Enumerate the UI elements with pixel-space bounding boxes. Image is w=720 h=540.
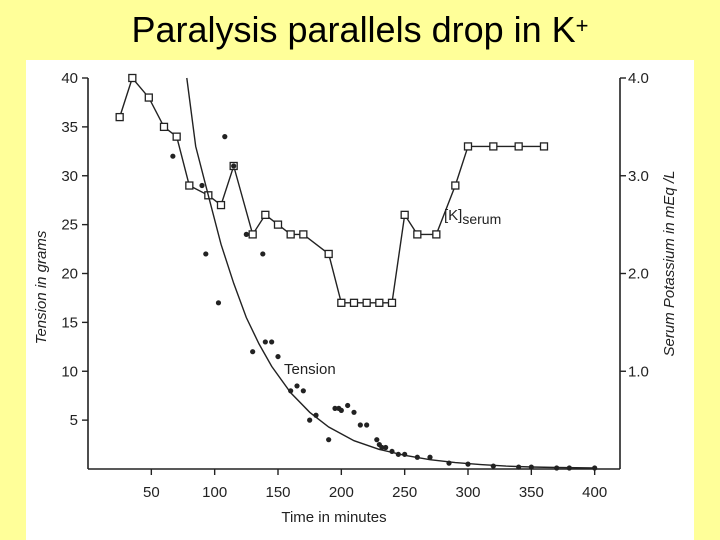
series-2 bbox=[186, 77, 595, 469]
tension-point bbox=[269, 339, 275, 345]
potassium-point bbox=[299, 230, 308, 239]
potassium-point bbox=[128, 73, 137, 83]
y-right-tick-label: 1.0 bbox=[628, 363, 649, 380]
tension-fit-curve bbox=[186, 77, 595, 469]
tension-point bbox=[170, 153, 176, 159]
y-left-tick-label: 10 bbox=[61, 363, 78, 380]
tension-point bbox=[364, 422, 370, 428]
y-axis-left-label: Tension in grams bbox=[33, 230, 50, 344]
potassium-point bbox=[144, 93, 153, 102]
y-right-tick-label: 3.0 bbox=[628, 168, 649, 185]
tension-point bbox=[222, 134, 228, 140]
tension-point bbox=[199, 182, 205, 189]
tension-point bbox=[300, 388, 306, 394]
potassium-point bbox=[248, 230, 257, 239]
slide-title-superscript: + bbox=[575, 13, 589, 38]
potassium-point bbox=[286, 230, 295, 239]
x-tick-label: 200 bbox=[329, 484, 354, 501]
tension-point bbox=[427, 454, 433, 460]
tension-point bbox=[345, 402, 351, 409]
tension-point bbox=[294, 383, 300, 389]
potassium-point bbox=[349, 298, 359, 307]
x-tick-label: 50 bbox=[143, 484, 160, 501]
tension-point bbox=[379, 444, 385, 451]
potassium-point bbox=[400, 210, 409, 220]
potassium-point bbox=[172, 132, 181, 141]
potassium-series-label: [K]serum bbox=[444, 207, 501, 227]
potassium-point bbox=[337, 298, 346, 307]
potassium-point bbox=[273, 220, 283, 229]
tension-point bbox=[332, 405, 338, 411]
y-axis-right-label: Serum Potassium in mEq /L bbox=[661, 171, 678, 357]
x-tick-label: 400 bbox=[582, 484, 607, 501]
tension-point bbox=[383, 444, 389, 451]
potassium-line bbox=[119, 76, 544, 304]
potassium-point bbox=[387, 298, 397, 307]
potassium-point bbox=[432, 230, 441, 239]
slide-title: Paralysis parallels drop in K+ bbox=[0, 8, 720, 52]
ticks: 50 100 150 200 250 300 350 400 5 10 15 20 25 30 35 40 1.… bbox=[61, 70, 649, 501]
y-left-tick-label: 25 bbox=[61, 217, 78, 234]
potassium-point bbox=[159, 122, 169, 132]
potassium-point bbox=[489, 142, 498, 151]
chart: 50 100 150 200 250 300 350 400 5 10 15 20 25 30 35 40 1.… bbox=[33, 70, 678, 526]
tension-point bbox=[243, 231, 249, 237]
tension-point bbox=[351, 409, 357, 415]
potassium-point bbox=[261, 210, 270, 220]
potassium-point bbox=[362, 298, 371, 307]
tension-point bbox=[326, 437, 332, 443]
potassium-point bbox=[514, 142, 523, 151]
x-tick-label: 300 bbox=[455, 484, 480, 501]
x-tick-label: 150 bbox=[265, 484, 290, 501]
y-left-tick-label: 40 bbox=[61, 70, 78, 87]
figure-panel: 50 100 150 200 250 300 350 400 5 10 15 20 25 30 35 40 1.… bbox=[26, 60, 694, 540]
y-right-tick-label: 4.0 bbox=[628, 70, 649, 87]
potassium-point bbox=[375, 298, 384, 307]
potassium-point bbox=[185, 181, 194, 190]
y-left-tick-label: 30 bbox=[61, 168, 78, 185]
x-tick-label: 350 bbox=[519, 484, 544, 501]
tension-point bbox=[338, 407, 344, 413]
x-axis-label: Time in minutes bbox=[281, 509, 386, 526]
x-tick-label: 250 bbox=[392, 484, 417, 501]
potassium-point bbox=[463, 142, 473, 151]
y-left-tick-label: 5 bbox=[70, 412, 78, 429]
tension-point bbox=[374, 437, 380, 443]
tension-point bbox=[275, 353, 281, 360]
potassium-point bbox=[539, 142, 549, 151]
tension-point bbox=[250, 349, 256, 355]
tension-point bbox=[357, 422, 363, 428]
y-right-tick-label: 2.0 bbox=[628, 266, 649, 283]
y-left-tick-label: 15 bbox=[61, 314, 78, 331]
tension-point bbox=[203, 251, 209, 257]
potassium-point bbox=[451, 181, 460, 190]
potassium-point bbox=[413, 230, 422, 239]
potassium-point bbox=[324, 249, 333, 259]
tension-point bbox=[307, 417, 313, 423]
slide-title-text: Paralysis parallels drop in K bbox=[131, 9, 576, 50]
tension-point bbox=[231, 163, 237, 169]
series-0 bbox=[115, 73, 549, 307]
potassium-label-sub: serum bbox=[462, 211, 501, 227]
y-left-tick-label: 35 bbox=[61, 119, 78, 136]
y-left-tick-label: 20 bbox=[61, 266, 78, 283]
potassium-label-main: [K] bbox=[444, 207, 462, 224]
potassium-point bbox=[216, 200, 226, 210]
tension-point bbox=[262, 339, 268, 345]
tension-point bbox=[260, 251, 266, 257]
x-tick-label: 100 bbox=[202, 484, 227, 501]
tension-series-label: Tension bbox=[284, 361, 336, 378]
series-layer bbox=[115, 73, 598, 471]
tension-point bbox=[215, 300, 222, 306]
potassium-point bbox=[115, 112, 124, 122]
